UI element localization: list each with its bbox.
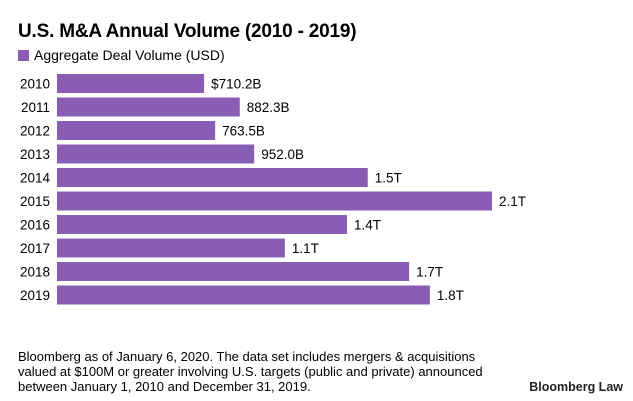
y-tick-label: 2013	[20, 147, 50, 162]
bar-2019	[57, 285, 430, 305]
y-tick-label: 2010	[20, 77, 50, 92]
data-label: 1.8T	[437, 288, 464, 303]
bar-chart: 2010 $710.2B 2011 882.3B 2012 763.5B 2013 952.0…	[20, 74, 526, 305]
y-tick-label: 2016	[20, 218, 50, 233]
bar-2011	[57, 97, 240, 117]
y-tick-label: 2014	[20, 171, 51, 186]
footnote: Bloomberg as of January 6, 2020. The dat…	[18, 349, 483, 394]
legend: Aggregate Deal Volume (USD)	[18, 47, 225, 63]
data-label: 763.5B	[222, 124, 265, 139]
y-tick-label: 2017	[20, 241, 50, 256]
data-label: 1.1T	[292, 241, 319, 256]
y-tick-label: 2019	[20, 288, 50, 303]
y-tick-label: 2015	[20, 194, 50, 209]
legend-label: Aggregate Deal Volume (USD)	[34, 47, 225, 63]
legend-swatch	[18, 49, 29, 61]
bar-2012	[57, 121, 216, 140]
data-label: 882.3B	[247, 100, 290, 115]
brand-logo: Bloomberg Law	[529, 380, 623, 394]
bar-2018	[57, 262, 410, 281]
bar-2010	[57, 74, 205, 93]
y-tick-label: 2012	[20, 124, 50, 139]
bar-2017	[57, 238, 285, 258]
bar-2016	[57, 215, 347, 234]
data-label: $710.2B	[211, 77, 261, 92]
data-label: 1.5T	[375, 171, 402, 186]
bar-2013	[57, 144, 255, 164]
data-label: 1.4T	[354, 218, 381, 233]
bar-2015	[57, 191, 492, 211]
data-label: 2.1T	[499, 194, 526, 209]
data-label: 952.0B	[261, 147, 304, 162]
y-tick-label: 2018	[20, 265, 50, 280]
y-tick-label: 2011	[21, 100, 50, 115]
data-label: 1.7T	[416, 265, 443, 280]
chart-title: U.S. M&A Annual Volume (2010 - 2019)	[18, 21, 357, 42]
bar-2014	[57, 168, 368, 187]
